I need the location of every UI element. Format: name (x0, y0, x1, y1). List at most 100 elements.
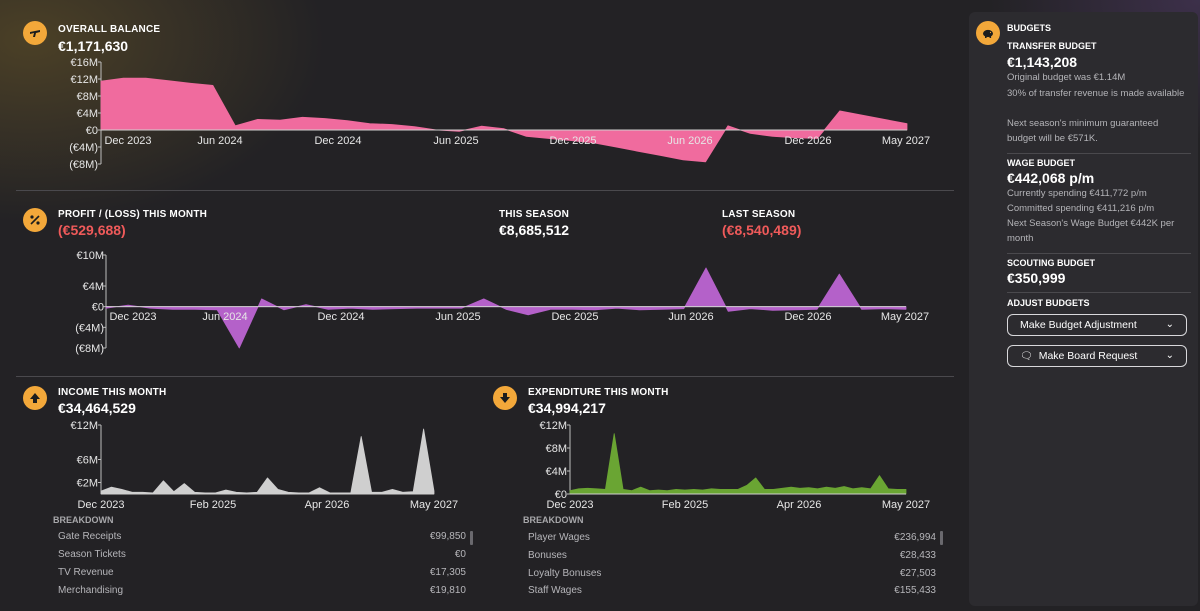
y-tick-label: €16M (70, 57, 98, 69)
make-budget-adjustment-button[interactable]: Make Budget Adjustment ⌄ (1007, 314, 1187, 336)
row-value: €236,994 (894, 532, 936, 543)
row-label: Merchandising (58, 585, 124, 596)
overall-balance-chart: €16M €12M €8M €4M €0 (€4M) (€8M) Dec 2023 Jun 20… (69, 57, 930, 171)
row-value: €0 (454, 549, 466, 560)
area-series (100, 77, 908, 163)
x-tick-label: Dec 2025 (549, 135, 596, 147)
row-value: €99,850 (429, 531, 466, 542)
last-season-title: LAST SEASON (722, 209, 796, 220)
y-tick-label: €6M (77, 455, 98, 467)
y-tick-label: €10M (76, 250, 104, 262)
income-row-gate-receipts: Gate Receipts €99,850 (58, 531, 466, 542)
y-tick-label: €12M (70, 74, 98, 86)
x-tick-label: Jun 2026 (667, 135, 712, 147)
x-tick-label: Dec 2024 (317, 311, 364, 323)
wage-current-spending: Currently spending €411,772 p/m (1007, 188, 1147, 199)
chevron-down-icon: ⌄ (1165, 319, 1174, 330)
expenditure-value: €34,994,217 (528, 400, 606, 416)
x-tick-label: Dec 2023 (77, 499, 124, 511)
income-row-merchandising: Merchandising €19,810 (58, 585, 466, 596)
x-tick-label: Dec 2023 (546, 499, 593, 511)
y-tick-label: €12M (539, 420, 567, 432)
arrow-up-icon (23, 386, 47, 410)
y-tick-label: €4M (546, 466, 567, 478)
transfer-budget-next-season: Next season's minimum guaranteed budget … (1007, 118, 1159, 144)
expenditure-breakdown-scrollbar[interactable] (940, 531, 943, 545)
row-label: TV Revenue (58, 567, 114, 578)
x-tick-label: Dec 2023 (109, 311, 156, 323)
budgets-title: BUDGETS (1007, 23, 1052, 33)
x-tick-label: Jun 2024 (197, 135, 242, 147)
income-breakdown-title: BREAKDOWN (53, 515, 114, 525)
wage-budget-value: €442,068 p/m (1007, 170, 1095, 186)
divider (1007, 292, 1191, 293)
y-tick-label: €12M (70, 420, 98, 432)
y-tick-label: €4M (83, 281, 104, 293)
transfer-budget-original: Original budget was €1.14M (1007, 72, 1126, 83)
income-breakdown-scrollbar[interactable] (470, 531, 473, 545)
button-label: Make Board Request (1038, 350, 1138, 362)
income-chart: €12M €6M €2M Dec 2023 Feb 2025 Apr 2026 May 20… (70, 420, 458, 511)
y-tick-label: €2M (77, 478, 98, 490)
percent-icon (23, 208, 47, 232)
y-tick-label: (€8M) (69, 159, 98, 171)
y-tick-label: (€4M) (69, 142, 98, 154)
wage-next-season: Next Season's Wage Budget €442K per mont… (1007, 218, 1175, 244)
transfer-budget-revenue-note: 30% of transfer revenue is made availabl… (1007, 88, 1185, 99)
x-tick-label: May 2027 (410, 499, 458, 511)
row-label: Staff Wages (528, 585, 582, 596)
scouting-budget-title: SCOUTING BUDGET (1007, 258, 1096, 268)
x-tick-label: May 2027 (882, 135, 930, 147)
y-tick-label: (€4M) (75, 322, 104, 334)
divider (16, 190, 954, 191)
y-tick-label: €8M (77, 91, 98, 103)
x-tick-label: Jun 2026 (668, 311, 713, 323)
income-row-season-tickets: Season Tickets €0 (58, 549, 466, 560)
x-tick-label: Jun 2025 (435, 311, 480, 323)
this-season-value: €8,685,512 (499, 222, 570, 238)
y-tick-label: €8M (546, 443, 567, 455)
income-title: INCOME THIS MONTH (58, 387, 167, 398)
button-label: Make Budget Adjustment (1020, 319, 1137, 331)
x-tick-label: Dec 2026 (784, 135, 831, 147)
row-label: Bonuses (528, 550, 567, 561)
area-series (569, 433, 907, 495)
wage-budget-title: WAGE BUDGET (1007, 158, 1076, 168)
x-tick-label: Jun 2025 (433, 135, 478, 147)
overall-balance-title: OVERALL BALANCE (58, 24, 161, 35)
speech-bubble-icon: 🗨 (1020, 350, 1033, 362)
expenditure-row-bonuses: Bonuses €28,433 (528, 550, 936, 561)
overall-balance-value: €1,171,630 (58, 38, 129, 54)
row-value: €28,433 (899, 550, 936, 561)
row-label: Player Wages (528, 532, 590, 543)
divider (16, 376, 954, 377)
profit-title: PROFIT / (LOSS) THIS MONTH (58, 209, 208, 220)
expenditure-row-loyalty-bonuses: Loyalty Bonuses €27,503 (528, 568, 936, 579)
x-tick-label: May 2027 (881, 311, 929, 323)
y-tick-label: €0 (555, 489, 567, 501)
make-board-request-button[interactable]: 🗨 Make Board Request ⌄ (1007, 345, 1187, 367)
x-tick-label: Dec 2024 (314, 135, 361, 147)
y-tick-label: €0 (86, 125, 98, 137)
income-value: €34,464,529 (58, 400, 136, 416)
income-row-tv-revenue: TV Revenue €17,305 (58, 567, 466, 578)
scouting-budget-value: €350,999 (1007, 270, 1066, 286)
wage-committed-spending: Committed spending €411,216 p/m (1007, 203, 1155, 214)
y-tick-label: €4M (77, 108, 98, 120)
row-label: Loyalty Bonuses (528, 568, 602, 579)
x-tick-label: Jun 2024 (202, 311, 247, 323)
last-season-value: (€8,540,489) (722, 222, 802, 238)
x-tick-label: May 2027 (882, 499, 930, 511)
expenditure-row-player-wages: Player Wages €236,994 (528, 532, 936, 543)
row-value: €27,503 (899, 568, 936, 579)
piggy-bank-icon (976, 21, 1000, 45)
balance-icon (23, 21, 47, 45)
profit-value: (€529,688) (58, 222, 126, 238)
row-label: Season Tickets (58, 549, 126, 560)
expenditure-row-staff-wages: Staff Wages €155,433 (528, 585, 936, 596)
row-value: €19,810 (429, 585, 466, 596)
transfer-budget-value: €1,143,208 (1007, 54, 1078, 70)
y-tick-label: (€8M) (75, 343, 104, 355)
divider (1007, 153, 1191, 154)
